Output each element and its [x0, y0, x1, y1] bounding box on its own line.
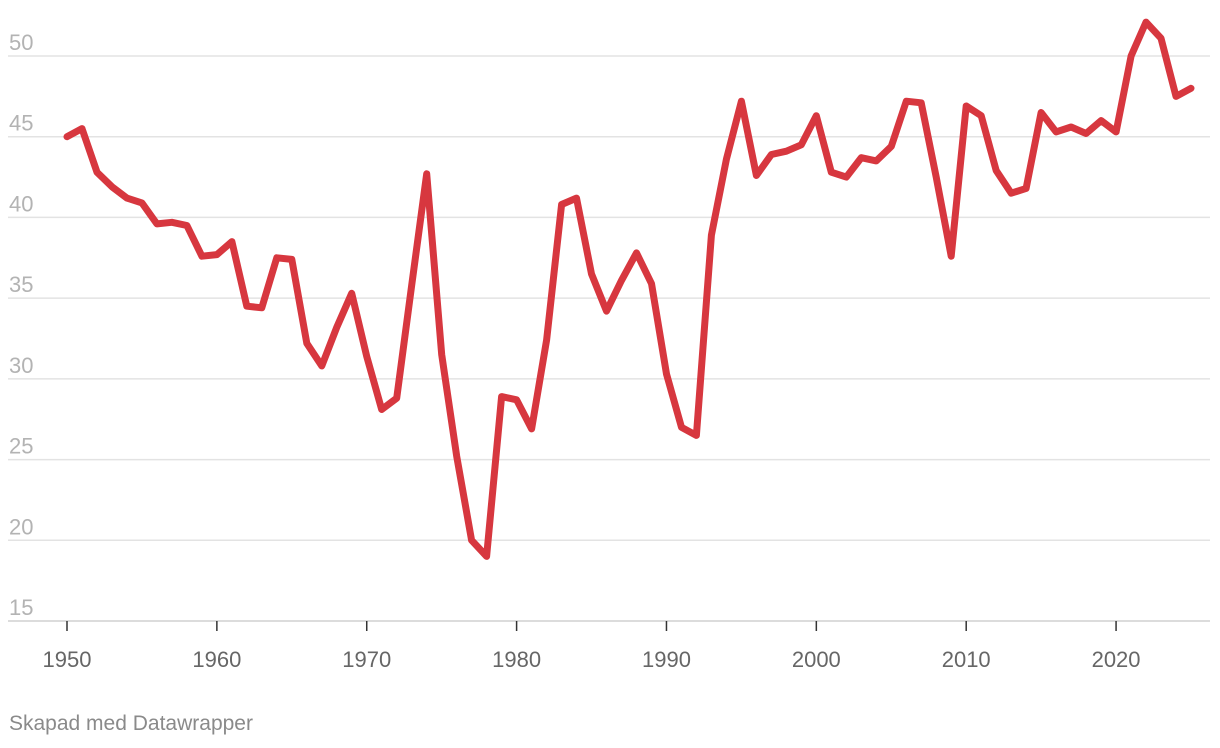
x-tick-label-1950: 1950 [43, 647, 92, 672]
y-tick-label-40: 40 [9, 191, 33, 216]
x-tick-label-1990: 1990 [642, 647, 691, 672]
gridlines [8, 55, 1210, 622]
series-line-0 [63, 18, 1195, 560]
y-tick-label-35: 35 [9, 272, 33, 297]
datawrapper-credit[interactable]: Skapad med Datawrapper [9, 712, 253, 735]
y-tick-label-50: 50 [9, 30, 33, 55]
x-tick-label-1970: 1970 [342, 647, 391, 672]
x-tick-label-2000: 2000 [792, 647, 841, 672]
y-tick-label-25: 25 [9, 434, 33, 459]
x-tick-label-1980: 1980 [492, 647, 541, 672]
y-axis-tick-labels: 15 20 25 30 35 40 45 50 [9, 30, 33, 620]
series-layer [63, 18, 1195, 560]
x-tick-label-2010: 2010 [942, 647, 991, 672]
y-tick-label-45: 45 [9, 111, 33, 136]
line-chart: 15 20 25 30 35 40 45 50 1950 1960 1970 1980 1990 200… [8, 18, 1210, 672]
x-tick-label-1960: 1960 [192, 647, 241, 672]
y-tick-label-30: 30 [9, 353, 33, 378]
x-tick-label-2020: 2020 [1092, 647, 1141, 672]
y-tick-label-20: 20 [9, 514, 33, 539]
x-axis: 1950 1960 1970 1980 1990 2000 2010 2020 [43, 621, 1141, 672]
y-tick-label-15: 15 [9, 595, 33, 620]
